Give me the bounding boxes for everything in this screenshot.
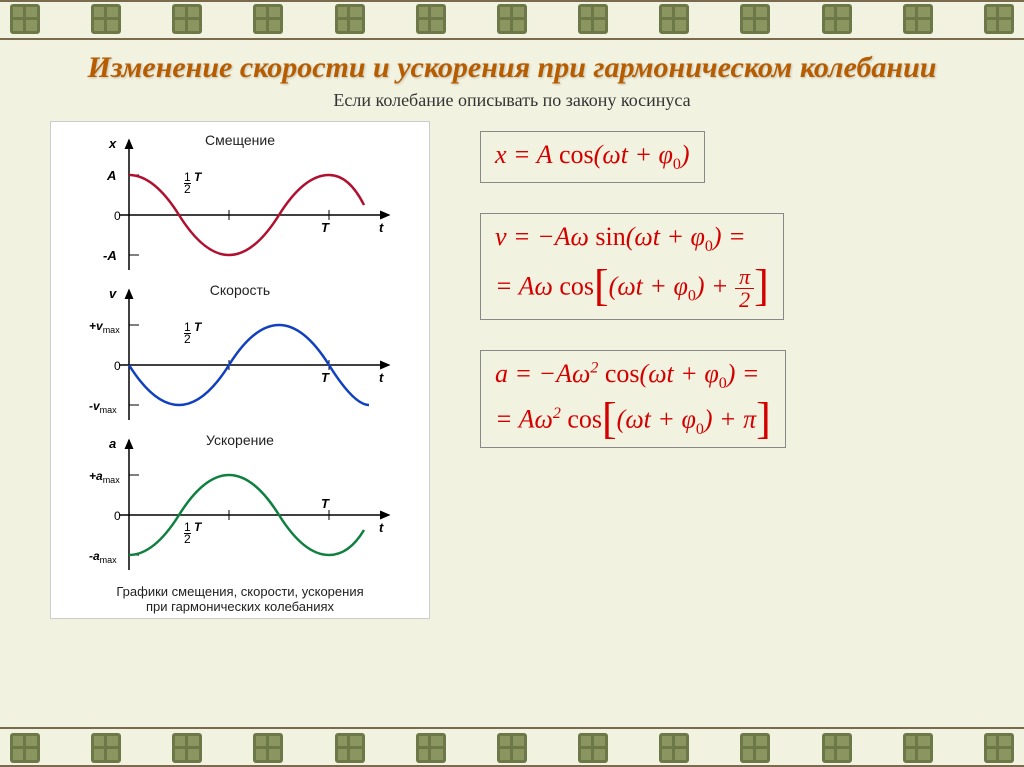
svg-text:t: t (379, 370, 384, 385)
svg-text:v: v (109, 286, 117, 301)
svg-text:A: A (106, 168, 116, 183)
formula-a: a = −Aω2 cos(ωt + φ0) = = Aω2 cos[(ωt + … (480, 350, 786, 447)
top-border (0, 4, 1024, 34)
svg-text:+vmax: +vmax (89, 319, 120, 335)
chart-acceleration: Ускорение a +amax -amax 0 t T 12 T (59, 430, 421, 580)
formulas-panel: x = A cos(ωt + φ0) v = −Aω sin(ωt + φ0) … (480, 121, 974, 619)
charts-caption: Графики смещения, скорости, ускоренияпри… (59, 584, 421, 614)
svg-text:0: 0 (114, 509, 121, 523)
subtitle: Если колебание описывать по закону косин… (30, 90, 994, 111)
bottom-border (0, 733, 1024, 763)
chart-title: Смещение (205, 132, 275, 148)
svg-text:a: a (109, 436, 116, 451)
svg-text:T: T (321, 496, 330, 511)
svg-text:-vmax: -vmax (89, 399, 117, 415)
page-title: Изменение скорости и ускорения при гармо… (30, 50, 994, 86)
svg-text:0: 0 (114, 209, 121, 223)
svg-text:+amax: +amax (89, 469, 120, 485)
svg-text:T: T (321, 370, 330, 385)
chart-title: Скорость (210, 282, 270, 298)
svg-text:0: 0 (114, 359, 121, 373)
chart-velocity: Скорость v +vmax -vmax 0 t T 12 T (59, 280, 421, 430)
formula-v: v = −Aω sin(ωt + φ0) = = Aω cos[(ωt + φ0… (480, 213, 784, 320)
svg-text:x: x (108, 136, 117, 151)
svg-text:-A: -A (103, 248, 117, 263)
svg-text:t: t (379, 220, 384, 235)
chart-title: Ускорение (206, 432, 274, 448)
chart-displacement: Смещение x A -A 0 (59, 130, 421, 280)
charts-panel: Смещение x A -A 0 (50, 121, 430, 619)
svg-text:t: t (379, 520, 384, 535)
svg-text:-amax: -amax (89, 549, 117, 565)
formula-x: x = A cos(ωt + φ0) (480, 131, 705, 183)
svg-text:T: T (321, 220, 330, 235)
